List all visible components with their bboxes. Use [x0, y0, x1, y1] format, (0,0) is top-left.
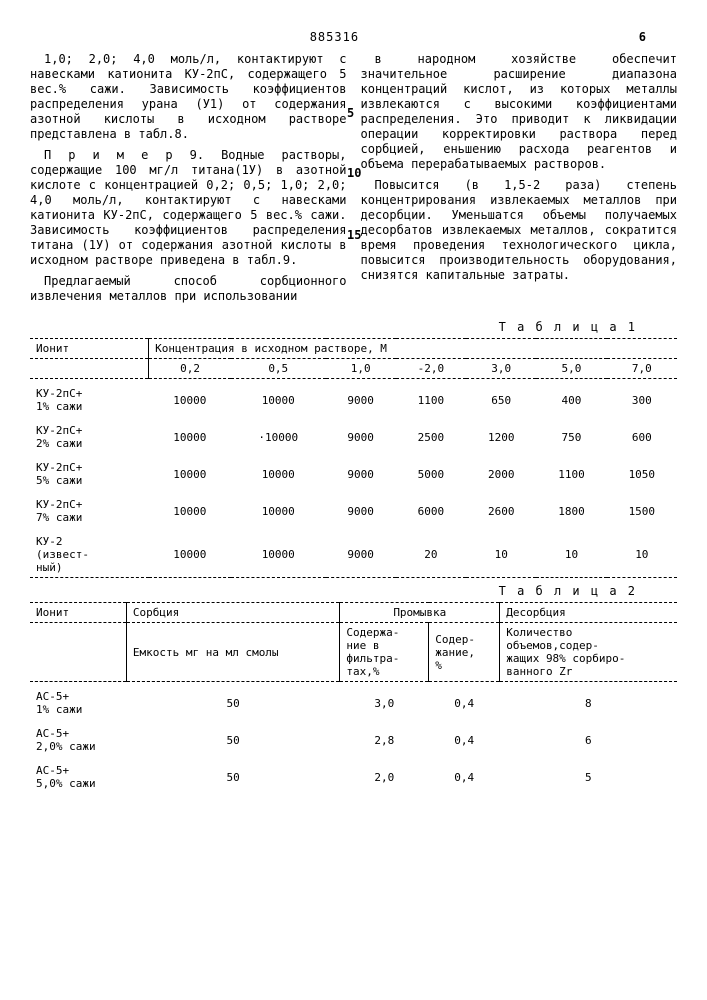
table2-sub-emk: Емкость мг на мл смолы [126, 623, 340, 682]
table1-cell: 10 [607, 527, 677, 578]
table1-cell: 2600 [466, 490, 536, 527]
table2-head-prom: Промывка [340, 603, 500, 623]
table1-row-label: КУ-2пС+ 7% сажи [30, 490, 149, 527]
table2-cell: 50 [126, 756, 340, 793]
table1-cell: 9000 [326, 527, 396, 578]
table1-conc-header: 7,0 [607, 359, 677, 379]
table1-cell: 10000 [149, 490, 231, 527]
table1-row-label: КУ-2 (извест- ный) [30, 527, 149, 578]
table1-cell: 1100 [396, 379, 466, 417]
table1-cell: 400 [536, 379, 606, 417]
table2-cell: 50 [126, 682, 340, 720]
body-columns: 5 10 15 1,0; 2,0; 4,0 моль/л, контактиру… [30, 52, 677, 310]
table2-cell: 0,4 [429, 756, 500, 793]
table1-cell: 10000 [149, 527, 231, 578]
table1-row-label: КУ-2пС+ 1% сажи [30, 379, 149, 417]
table1-cell: 300 [607, 379, 677, 417]
table1-cell: ·10000 [231, 416, 325, 453]
table2-row-label: АС-5+ 2,0% сажи [30, 719, 126, 756]
table2-cell: 0,4 [429, 719, 500, 756]
table1-cell: 600 [607, 416, 677, 453]
table2: Ионит Сорбция Промывка Десорбция Емкость… [30, 602, 677, 793]
patent-number: 885316 6 [30, 30, 677, 44]
table2-cell: 3,0 [340, 682, 429, 720]
table2-title: Т а б л и ц а 2 [30, 584, 637, 598]
table1-cell: 1800 [536, 490, 606, 527]
table1-cell: 750 [536, 416, 606, 453]
table1-cell: 1500 [607, 490, 677, 527]
table1-cell: 10000 [149, 416, 231, 453]
table1-cell: 6000 [396, 490, 466, 527]
table2-head-sorb: Сорбция [126, 603, 340, 623]
table2-sub-filt: Содержа- ние в фильтра- тах,% [340, 623, 429, 682]
left-p2: П р и м е р 9. Водные растворы, содержащ… [30, 148, 347, 268]
table1-conc-header: 3,0 [466, 359, 536, 379]
table1-row-label: КУ-2пС+ 2% сажи [30, 416, 149, 453]
table2-cell: 50 [126, 719, 340, 756]
table1-head-conc: Концентрация в исходном растворе, М [149, 339, 677, 359]
table1-cell: 1050 [607, 453, 677, 490]
table2-cell: 5 [500, 756, 677, 793]
table1-cell: 9000 [326, 453, 396, 490]
table1-cell: 10 [536, 527, 606, 578]
table1-conc-header: 5,0 [536, 359, 606, 379]
table1-cell: 10000 [231, 379, 325, 417]
table1-cell: 1200 [466, 416, 536, 453]
table1-conc-header: 0,2 [149, 359, 231, 379]
table1-cell: 5000 [396, 453, 466, 490]
table1-head-ionit: Ионит [30, 339, 149, 359]
table2-row-label: АС-5+ 5,0% сажи [30, 756, 126, 793]
table1-conc-header: 1,0 [326, 359, 396, 379]
left-column: 1,0; 2,0; 4,0 моль/л, контактируют с нав… [30, 52, 347, 310]
table1-cell: 10 [466, 527, 536, 578]
table1-title: Т а б л и ц а 1 [30, 320, 637, 334]
table2-sub-vol: Количество объемов,содер- жащих 98% сорб… [500, 623, 677, 682]
table1-cell: 10000 [231, 453, 325, 490]
table2-sub-soder: Содер- жание, % [429, 623, 500, 682]
line-number-15: 15 [347, 228, 361, 242]
table1-cell: 1100 [536, 453, 606, 490]
table1-cell: 9000 [326, 379, 396, 417]
table2-head-ionit: Ионит [30, 603, 126, 623]
table2-head-desorb: Десорбция [500, 603, 677, 623]
table2-cell: 2,0 [340, 756, 429, 793]
table1-cell: 20 [396, 527, 466, 578]
line-number-10: 10 [347, 166, 361, 180]
table1-cell: 10000 [149, 379, 231, 417]
table1-cell: 9000 [326, 416, 396, 453]
line-number-5: 5 [347, 106, 354, 120]
table1-cell: 2500 [396, 416, 466, 453]
table1-row-label: КУ-2пС+ 5% сажи [30, 453, 149, 490]
table1-cell: 9000 [326, 490, 396, 527]
page-side-number: 6 [639, 30, 677, 44]
table1: Ионит Концентрация в исходном растворе, … [30, 338, 677, 578]
table2-cell: 8 [500, 682, 677, 720]
table1-cell: 650 [466, 379, 536, 417]
table2-row-label: АС-5+ 1% сажи [30, 682, 126, 720]
right-p1: в народном хозяйстве обеспечит значитель… [361, 52, 678, 172]
table1-cell: 10000 [231, 490, 325, 527]
table2-cell: 6 [500, 719, 677, 756]
table1-conc-header: -2,0 [396, 359, 466, 379]
table1-cell: 2000 [466, 453, 536, 490]
table2-cell: 0,4 [429, 682, 500, 720]
right-p2: Повысится (в 1,5-2 раза) степень концент… [361, 178, 678, 283]
right-column: в народном хозяйстве обеспечит значитель… [361, 52, 678, 310]
left-p1: 1,0; 2,0; 4,0 моль/л, контактируют с нав… [30, 52, 347, 142]
table1-cell: 10000 [231, 527, 325, 578]
left-p3: Предлагаемый способ сорбционного извлече… [30, 274, 347, 304]
table1-cell: 10000 [149, 453, 231, 490]
table2-cell: 2,8 [340, 719, 429, 756]
table1-conc-header: 0,5 [231, 359, 325, 379]
